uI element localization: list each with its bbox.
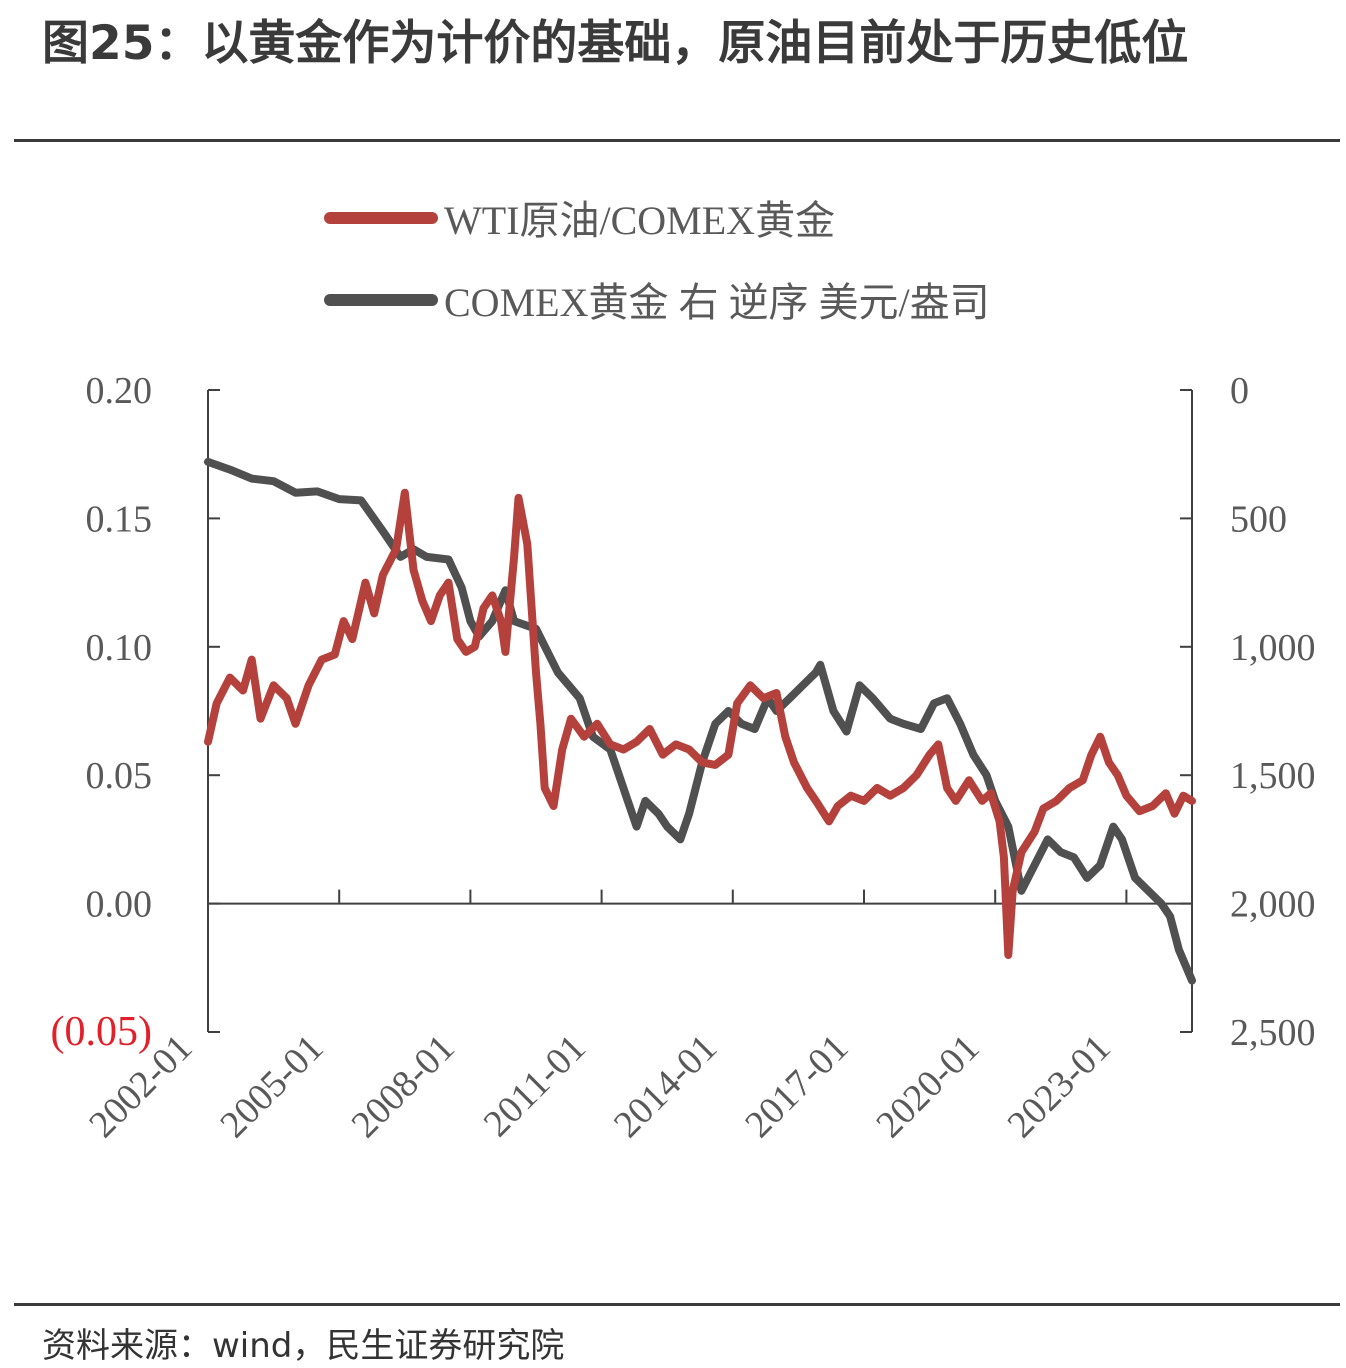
x-axis-tick-label: 2005-01 bbox=[212, 1027, 331, 1146]
x-axis-tick-label: 2011-01 bbox=[476, 1027, 594, 1145]
left-axis-tick-label: 0.00 bbox=[86, 884, 153, 926]
legend: WTI原油/COMEX黄金 COMEX黄金 右 逆序 美元/盎司 bbox=[324, 198, 990, 325]
source-note: 资料来源：wind，民生证券研究院 bbox=[42, 1326, 565, 1366]
left-axis-tick-label: 0.20 bbox=[86, 370, 153, 412]
x-axis-tick-label: 2020-01 bbox=[868, 1027, 987, 1146]
x-axis-tick-label: 2014-01 bbox=[606, 1027, 725, 1146]
left-axis-tick-label: 0.10 bbox=[86, 627, 153, 669]
x-axis-tick-label: 2008-01 bbox=[344, 1027, 463, 1146]
right-axis-tick-label: 2,500 bbox=[1230, 1012, 1316, 1054]
legend-label-gold: COMEX黄金 右 逆序 美元/盎司 bbox=[444, 280, 990, 325]
left-axis-tick-label: (0.05) bbox=[51, 1009, 152, 1055]
legend-label-oil-gold: WTI原油/COMEX黄金 bbox=[444, 198, 835, 243]
figure-title: 图25：以黄金作为计价的基础，原油目前处于历史低位 bbox=[42, 16, 1189, 71]
series-layer bbox=[204, 457, 1196, 985]
right-axis-tick-label: 1,500 bbox=[1230, 755, 1316, 797]
x-axis-tick-label: 2023-01 bbox=[1000, 1027, 1119, 1146]
x-axis-tick-label: 2017-01 bbox=[737, 1027, 856, 1146]
series-line-gold bbox=[204, 457, 1196, 985]
right-axis-tick-label: 500 bbox=[1230, 498, 1287, 540]
left-axis-tick-label: 0.05 bbox=[86, 755, 153, 797]
chart: WTI原油/COMEX黄金 COMEX黄金 右 逆序 美元/盎司 0.20 0.1… bbox=[51, 198, 1316, 1146]
axes: 0.20 0.15 0.10 0.05 0.00 (0.05) 0 500 1,000 1,500… bbox=[51, 370, 1316, 1146]
right-axis-tick-label: 1,000 bbox=[1230, 627, 1316, 669]
series-line-oil-gold bbox=[204, 488, 1196, 959]
title-rule bbox=[14, 139, 1340, 142]
right-axis-tick-label: 0 bbox=[1230, 370, 1249, 412]
left-axis-tick-label: 0.15 bbox=[86, 498, 153, 540]
source-rule bbox=[14, 1303, 1340, 1306]
right-axis-tick-label: 2,000 bbox=[1230, 884, 1316, 926]
